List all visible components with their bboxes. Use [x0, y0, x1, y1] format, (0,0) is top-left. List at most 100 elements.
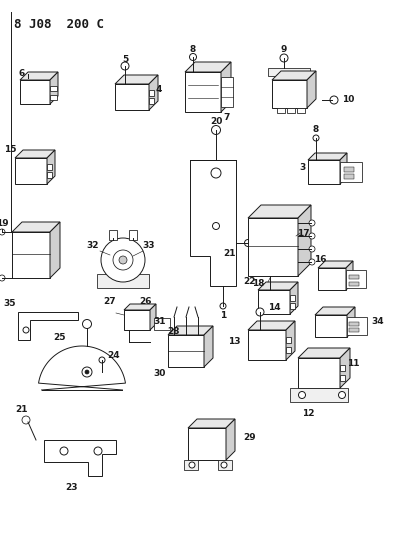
Text: 28: 28 — [168, 327, 180, 336]
Circle shape — [221, 462, 227, 468]
Bar — [149, 98, 154, 104]
Circle shape — [101, 238, 145, 282]
Text: 6: 6 — [19, 69, 25, 77]
Bar — [15, 158, 47, 184]
Polygon shape — [47, 150, 55, 184]
Text: 8: 8 — [190, 44, 196, 53]
Text: 1: 1 — [220, 311, 226, 320]
Polygon shape — [190, 160, 236, 286]
Text: 25: 25 — [54, 334, 66, 343]
Circle shape — [22, 416, 30, 424]
Text: 30: 30 — [154, 368, 166, 377]
Bar — [344, 174, 354, 179]
Bar — [349, 275, 359, 279]
Bar — [185, 72, 221, 112]
Text: 13: 13 — [228, 337, 240, 346]
Text: 16: 16 — [314, 255, 326, 264]
Polygon shape — [298, 348, 350, 358]
Circle shape — [119, 256, 127, 264]
Bar — [349, 328, 359, 332]
Bar — [248, 330, 286, 360]
Polygon shape — [308, 153, 347, 160]
Text: 29: 29 — [244, 433, 256, 442]
Circle shape — [113, 250, 133, 270]
Circle shape — [94, 447, 102, 455]
Bar — [149, 90, 154, 95]
Text: 20: 20 — [210, 117, 222, 125]
Circle shape — [309, 259, 315, 265]
Bar — [290, 295, 295, 301]
Circle shape — [83, 319, 92, 328]
Circle shape — [220, 303, 226, 309]
Bar — [349, 282, 359, 286]
Circle shape — [212, 222, 219, 230]
Polygon shape — [50, 222, 60, 278]
Bar — [272, 80, 307, 108]
Text: 10: 10 — [342, 95, 354, 104]
Text: 7: 7 — [224, 112, 230, 122]
Circle shape — [256, 308, 264, 316]
Circle shape — [267, 287, 274, 294]
Bar — [20, 80, 50, 104]
Bar — [290, 388, 348, 402]
Text: 19: 19 — [0, 219, 8, 228]
Text: 22: 22 — [244, 278, 256, 287]
Bar — [340, 375, 345, 381]
Bar — [184, 460, 198, 470]
Text: 9: 9 — [281, 45, 287, 54]
Bar — [344, 167, 354, 172]
Circle shape — [280, 54, 288, 62]
Polygon shape — [315, 307, 355, 315]
Polygon shape — [20, 72, 58, 80]
Bar — [221, 77, 233, 107]
Polygon shape — [44, 440, 116, 476]
Bar — [315, 315, 347, 337]
Bar — [346, 270, 366, 288]
Circle shape — [212, 125, 221, 134]
Polygon shape — [15, 150, 55, 158]
Circle shape — [245, 239, 252, 246]
Bar — [97, 274, 149, 288]
Polygon shape — [226, 419, 235, 460]
Bar — [340, 162, 362, 182]
Bar — [12, 232, 50, 278]
Polygon shape — [188, 419, 235, 428]
Bar — [318, 268, 346, 290]
Circle shape — [339, 392, 346, 399]
Text: 23: 23 — [66, 483, 78, 492]
Bar — [297, 108, 305, 113]
Bar — [349, 322, 359, 326]
Bar — [268, 68, 310, 76]
Bar — [248, 218, 298, 276]
Text: 31: 31 — [154, 317, 166, 326]
Text: 15: 15 — [4, 146, 16, 155]
Bar — [124, 310, 150, 330]
Text: 35: 35 — [4, 300, 16, 309]
Circle shape — [121, 62, 129, 70]
Circle shape — [0, 275, 5, 281]
Polygon shape — [18, 312, 78, 340]
Polygon shape — [248, 205, 311, 218]
Text: 34: 34 — [372, 317, 384, 326]
Bar — [154, 318, 170, 330]
Bar — [115, 84, 149, 110]
Text: 33: 33 — [143, 241, 155, 251]
Bar — [218, 460, 232, 470]
Polygon shape — [346, 261, 353, 290]
Text: 32: 32 — [87, 241, 99, 251]
Circle shape — [330, 96, 338, 104]
Circle shape — [23, 327, 29, 333]
Circle shape — [82, 367, 92, 377]
Polygon shape — [150, 304, 156, 330]
Polygon shape — [307, 71, 316, 108]
Text: 14: 14 — [268, 303, 280, 312]
Bar — [50, 95, 57, 100]
Text: 21: 21 — [16, 406, 28, 415]
Text: 24: 24 — [108, 351, 120, 359]
Bar — [47, 164, 52, 169]
Circle shape — [190, 53, 197, 61]
Text: 5: 5 — [122, 54, 128, 63]
Bar — [188, 428, 226, 460]
Circle shape — [309, 233, 315, 239]
Polygon shape — [168, 326, 213, 335]
